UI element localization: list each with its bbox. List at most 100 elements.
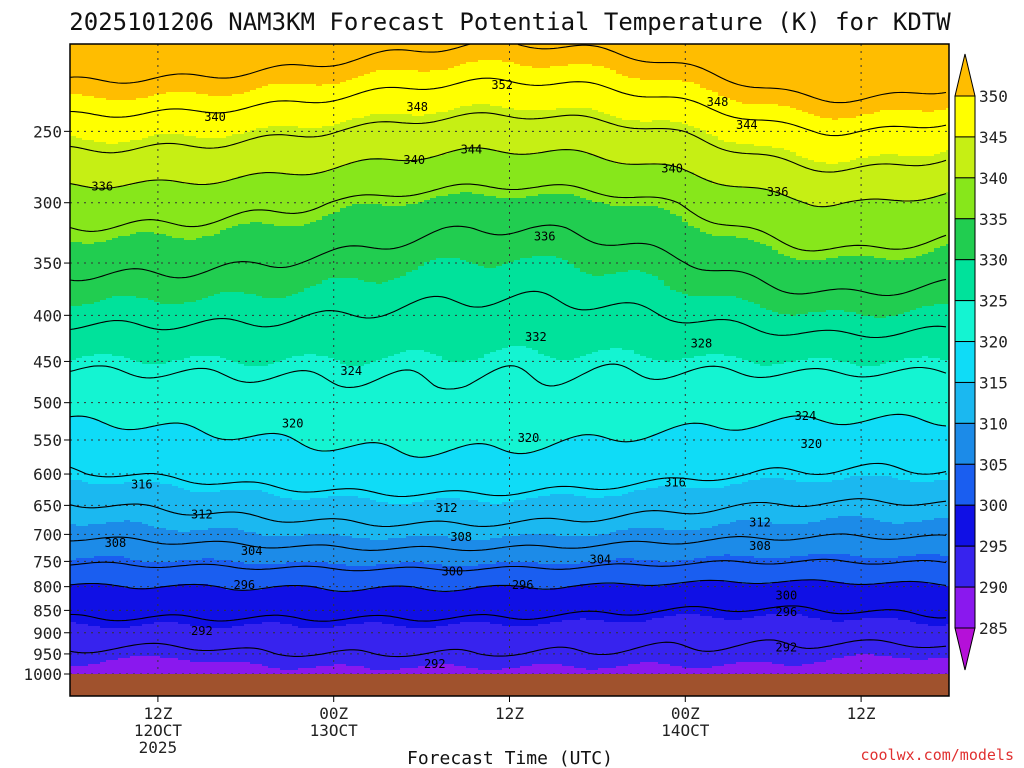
field-cell: [916, 44, 923, 111]
field-cell: [340, 448, 347, 497]
field-cell: [676, 292, 683, 361]
field-cell: [154, 562, 161, 589]
field-cell: [586, 200, 593, 275]
field-cell: [682, 488, 689, 531]
field-cell: [172, 182, 179, 239]
field-cell: [418, 536, 425, 563]
field-cell: [358, 118, 365, 161]
field-cell: [184, 660, 191, 674]
pressure-tick-label: 1000: [23, 665, 62, 684]
field-cell: [700, 88, 707, 131]
field-cell: [316, 44, 323, 87]
field-cell: [556, 564, 563, 589]
field-cell: [718, 296, 725, 355]
field-cell: [382, 586, 389, 625]
field-cell: [742, 520, 749, 557]
field-cell: [532, 562, 539, 589]
field-cell: [934, 626, 941, 659]
field-cell: [826, 554, 833, 583]
field-cell: [838, 162, 845, 205]
colorbar-bin: [954, 95, 976, 138]
field-cell: [508, 44, 515, 63]
contour-label: 296: [776, 605, 798, 619]
field-cell: [946, 108, 949, 151]
field-cell: [730, 484, 737, 523]
field-cell: [328, 170, 335, 215]
field-cell: [940, 246, 947, 305]
field-cell: [448, 68, 455, 111]
field-cell: [808, 580, 815, 619]
field-cell: [772, 582, 779, 615]
contour-label: 312: [191, 507, 213, 521]
field-cell: [670, 166, 677, 215]
field-cell: [592, 562, 599, 585]
field-cell: [286, 586, 293, 625]
time-tick-label: 13OCT: [310, 721, 359, 740]
field-cell: [868, 420, 875, 477]
field-cell: [628, 664, 635, 674]
field-cell: [208, 236, 215, 297]
field-cell: [736, 238, 743, 299]
field-cell: [394, 450, 401, 505]
field-cell: [910, 482, 917, 523]
field-cell: [526, 110, 533, 155]
field-cell: [730, 522, 737, 557]
field-cell: [478, 358, 485, 445]
field-cell: [652, 618, 659, 663]
field-cell: [88, 140, 95, 189]
field-cell: [844, 256, 851, 313]
field-cell: [748, 362, 755, 429]
field-cell: [280, 360, 287, 435]
field-cell: [94, 626, 101, 665]
field-cell: [928, 658, 935, 674]
field-cell: [544, 624, 551, 665]
field-cell: [772, 312, 779, 365]
field-cell: [814, 116, 821, 163]
field-cell: [742, 662, 749, 674]
field-cell: [328, 450, 335, 497]
field-cell: [280, 174, 287, 227]
field-cell: [574, 44, 581, 65]
field-cell: [790, 44, 797, 109]
field-cell: [220, 358, 227, 441]
field-cell: [892, 414, 899, 479]
field-cell: [934, 154, 941, 197]
field-cell: [586, 584, 593, 621]
field-cell: [892, 260, 899, 317]
field-cell: [844, 162, 851, 203]
field-cell: [442, 258, 449, 361]
field-cell: [148, 180, 155, 233]
field-cell: [766, 584, 773, 615]
field-cell: [142, 482, 149, 525]
field-cell: [256, 296, 263, 367]
field-cell: [838, 310, 845, 363]
field-cell: [454, 362, 461, 449]
contour-label: 332: [525, 330, 547, 344]
field-cell: [316, 562, 323, 589]
field-cell: [166, 658, 173, 674]
field-cell: [508, 562, 515, 587]
field-cell: [604, 68, 611, 115]
field-cell: [226, 628, 233, 663]
field-cell: [262, 172, 269, 225]
field-cell: [178, 238, 185, 305]
field-cell: [370, 282, 377, 363]
field-cell: [172, 134, 179, 183]
field-cell: [520, 454, 527, 501]
field-cell: [754, 364, 761, 427]
field-cell: [766, 422, 773, 479]
field-cell: [754, 426, 761, 481]
field-cell: [814, 420, 821, 483]
contour-line-296: [70, 605, 947, 622]
field-cell: [856, 620, 863, 655]
field-cell: [268, 622, 275, 669]
field-cell: [124, 628, 131, 659]
field-cell: [298, 128, 305, 175]
field-cell: [748, 480, 755, 521]
field-cell: [478, 502, 485, 541]
field-cell: [898, 200, 905, 261]
field-cell: [136, 232, 143, 299]
field-cell: [520, 562, 527, 587]
field-cell: [292, 536, 299, 563]
field-cell: [646, 206, 653, 275]
